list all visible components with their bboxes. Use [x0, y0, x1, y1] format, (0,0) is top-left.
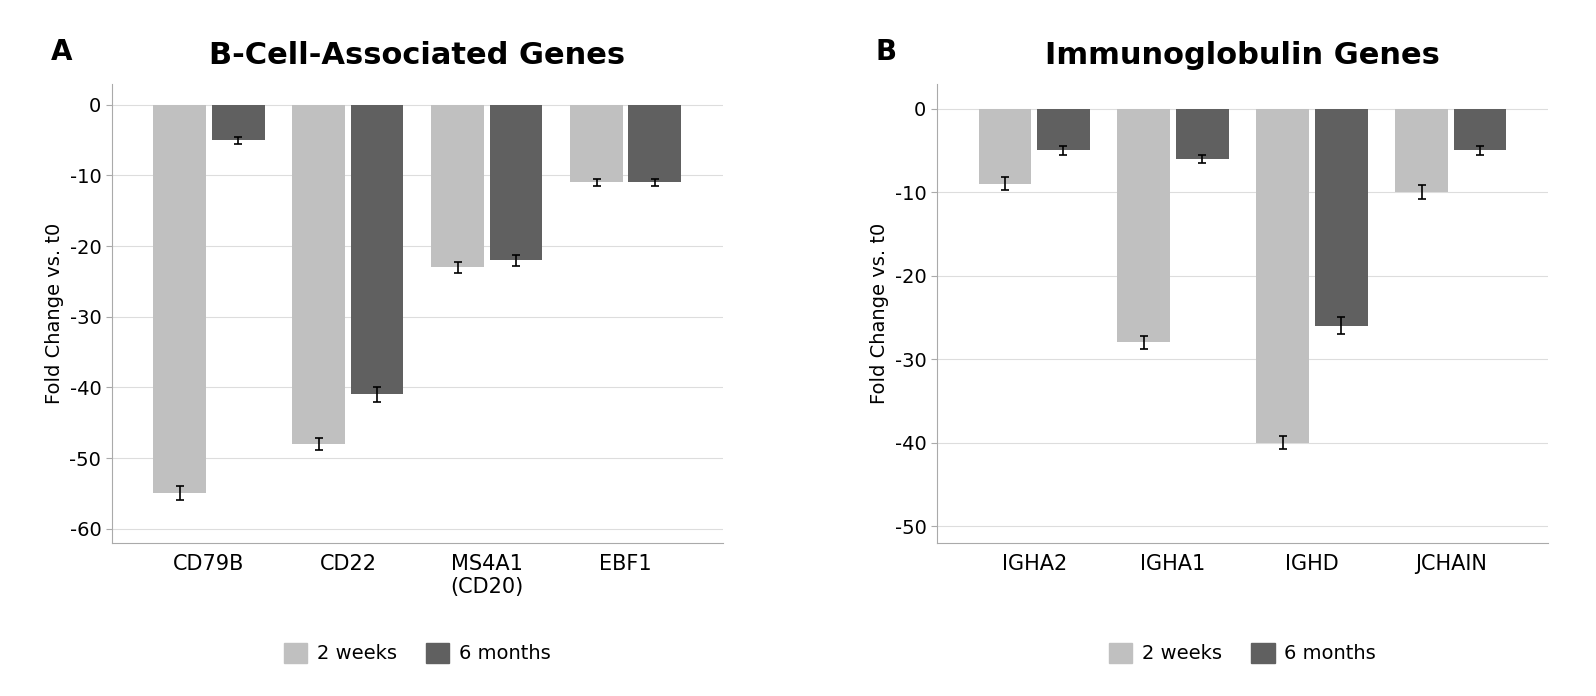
- Bar: [212, 104, 265, 140]
- Bar: [1117, 109, 1170, 342]
- Text: B: B: [876, 38, 897, 65]
- Title: B-Cell-Associated Genes: B-Cell-Associated Genes: [209, 41, 626, 70]
- Y-axis label: Fold Change vs. t0: Fold Change vs. t0: [870, 223, 889, 404]
- Bar: [431, 104, 484, 267]
- Bar: [1037, 109, 1090, 150]
- Title: Immunoglobulin Genes: Immunoglobulin Genes: [1045, 41, 1440, 70]
- Bar: [1454, 109, 1507, 150]
- Bar: [490, 104, 543, 260]
- Legend: 2 weeks, 6 months: 2 weeks, 6 months: [276, 635, 559, 671]
- Bar: [153, 104, 206, 493]
- Bar: [1256, 109, 1309, 443]
- Bar: [570, 104, 622, 182]
- Bar: [351, 104, 404, 395]
- Y-axis label: Fold Change vs. t0: Fold Change vs. t0: [45, 223, 64, 404]
- Bar: [978, 109, 1031, 184]
- Bar: [292, 104, 345, 444]
- Legend: 2 weeks, 6 months: 2 weeks, 6 months: [1101, 635, 1384, 671]
- Bar: [1176, 109, 1229, 159]
- Text: A: A: [51, 38, 72, 65]
- Bar: [629, 104, 681, 182]
- Bar: [1395, 109, 1448, 192]
- Bar: [1315, 109, 1368, 326]
